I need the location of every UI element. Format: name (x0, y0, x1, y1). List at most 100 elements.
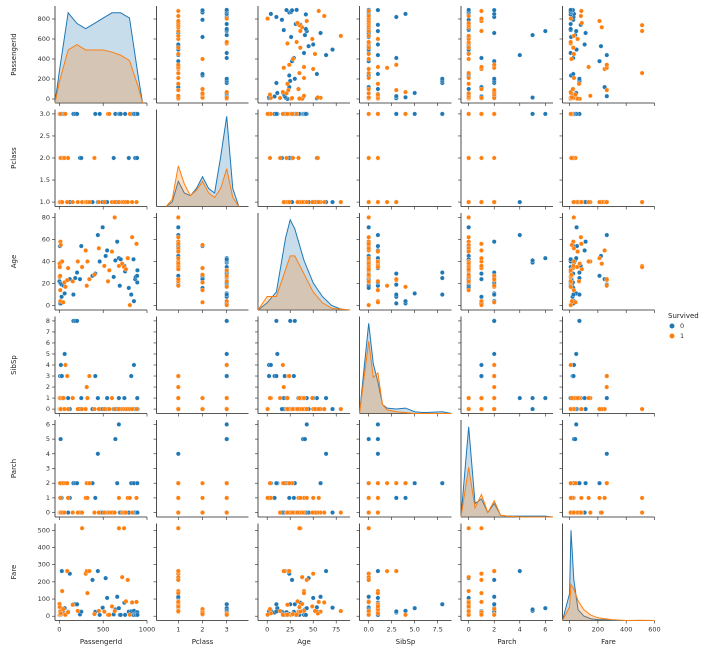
scatter-point (366, 612, 372, 618)
scatter-point (375, 249, 381, 254)
scatter-point (570, 45, 576, 51)
y-tick-label: 500 (38, 526, 50, 534)
scatter-point (224, 273, 230, 279)
scatter-point (338, 199, 344, 205)
scatter-point (103, 575, 108, 581)
scatter-point (59, 588, 65, 594)
scatter-point (290, 56, 296, 62)
scatter-point (479, 525, 484, 531)
scatter-point (63, 284, 68, 290)
panel (458, 109, 553, 210)
scatter-point (574, 224, 579, 230)
scatter-point (284, 155, 289, 161)
scatter-point (466, 7, 472, 13)
scatter-point (491, 299, 497, 305)
scatter-point (129, 406, 135, 412)
scatter-point (131, 256, 136, 262)
scatter-point (530, 111, 535, 117)
panel (153, 316, 249, 417)
scatter-point (70, 395, 76, 401)
scatter-point (200, 17, 205, 23)
scatter-point (412, 605, 418, 611)
scatter-point (85, 590, 90, 596)
scatter-point (599, 510, 605, 515)
scatter-point (439, 76, 445, 82)
scatter-point (375, 71, 381, 77)
scatter-point (175, 18, 181, 24)
scatter-point (582, 395, 587, 401)
scatter-point (479, 294, 484, 300)
kde-curve (460, 426, 554, 518)
scatter-point (393, 282, 399, 287)
scatter-point (570, 86, 576, 92)
scatter-point (466, 278, 472, 284)
scatter-point (104, 595, 110, 601)
y-tick-label: 2 (46, 479, 50, 487)
scatter-point (577, 76, 582, 82)
scatter-point (224, 26, 230, 32)
scatter-point (569, 95, 575, 100)
scatter-point (96, 608, 102, 614)
scatter-point (439, 292, 445, 297)
scatter-point (366, 155, 372, 161)
scatter-point (586, 64, 591, 70)
scatter-point (568, 256, 574, 262)
scatter-point (70, 602, 76, 608)
scatter-point (578, 199, 584, 205)
scatter-point (290, 155, 296, 161)
scatter-point (58, 436, 63, 442)
kde-curve (54, 44, 144, 104)
legend: Survived 0 1 (668, 312, 699, 340)
scatter-point (439, 480, 445, 486)
scatter-point (316, 495, 322, 501)
scatter-point (570, 71, 576, 77)
scatter-point (466, 406, 472, 412)
scatter-point (65, 495, 71, 501)
scatter-point (316, 199, 322, 205)
scatter-point (224, 510, 230, 515)
scatter-point (113, 258, 118, 263)
scatter-point (639, 22, 645, 28)
scatter-point (105, 278, 111, 284)
scatter-point (116, 263, 122, 269)
scatter-point (466, 20, 472, 26)
scatter-point (200, 34, 205, 40)
y-tick-label: 0 (46, 405, 50, 413)
scatter-point (65, 395, 71, 401)
x-axis-label: PassengerId (80, 638, 122, 646)
scatter-point (295, 199, 300, 205)
scatter-point (74, 601, 80, 607)
scatter-point (299, 574, 305, 580)
scatter-point (393, 276, 399, 282)
scatter-point (597, 255, 602, 261)
scatter-point (175, 451, 181, 457)
scatter-point (92, 611, 97, 617)
scatter-point (175, 577, 181, 583)
scatter-point (286, 373, 292, 379)
scatter-point (517, 568, 523, 574)
scatter-point (175, 568, 181, 574)
scatter-point (84, 384, 90, 390)
scatter-point (577, 292, 582, 297)
legend-marker (669, 333, 675, 339)
scatter-point (112, 215, 118, 220)
scatter-point (175, 87, 181, 93)
legend-label: 1 (680, 332, 684, 340)
scatter-point (175, 406, 181, 412)
scatter-point (583, 239, 588, 245)
scatter-point (200, 480, 205, 486)
scatter-point (639, 495, 645, 501)
scatter-point (129, 600, 135, 605)
scatter-point (295, 510, 300, 515)
scatter-point (281, 199, 287, 205)
scatter-point (384, 480, 390, 486)
scatter-point (573, 351, 579, 357)
scatter-point (224, 16, 230, 21)
scatter-point (224, 21, 230, 27)
scatter-point (375, 480, 381, 486)
scatter-point (321, 199, 327, 205)
scatter-point (96, 199, 102, 205)
x-tick-label: 0 (57, 626, 61, 634)
scatter-point (575, 36, 580, 42)
panel (156, 109, 249, 210)
